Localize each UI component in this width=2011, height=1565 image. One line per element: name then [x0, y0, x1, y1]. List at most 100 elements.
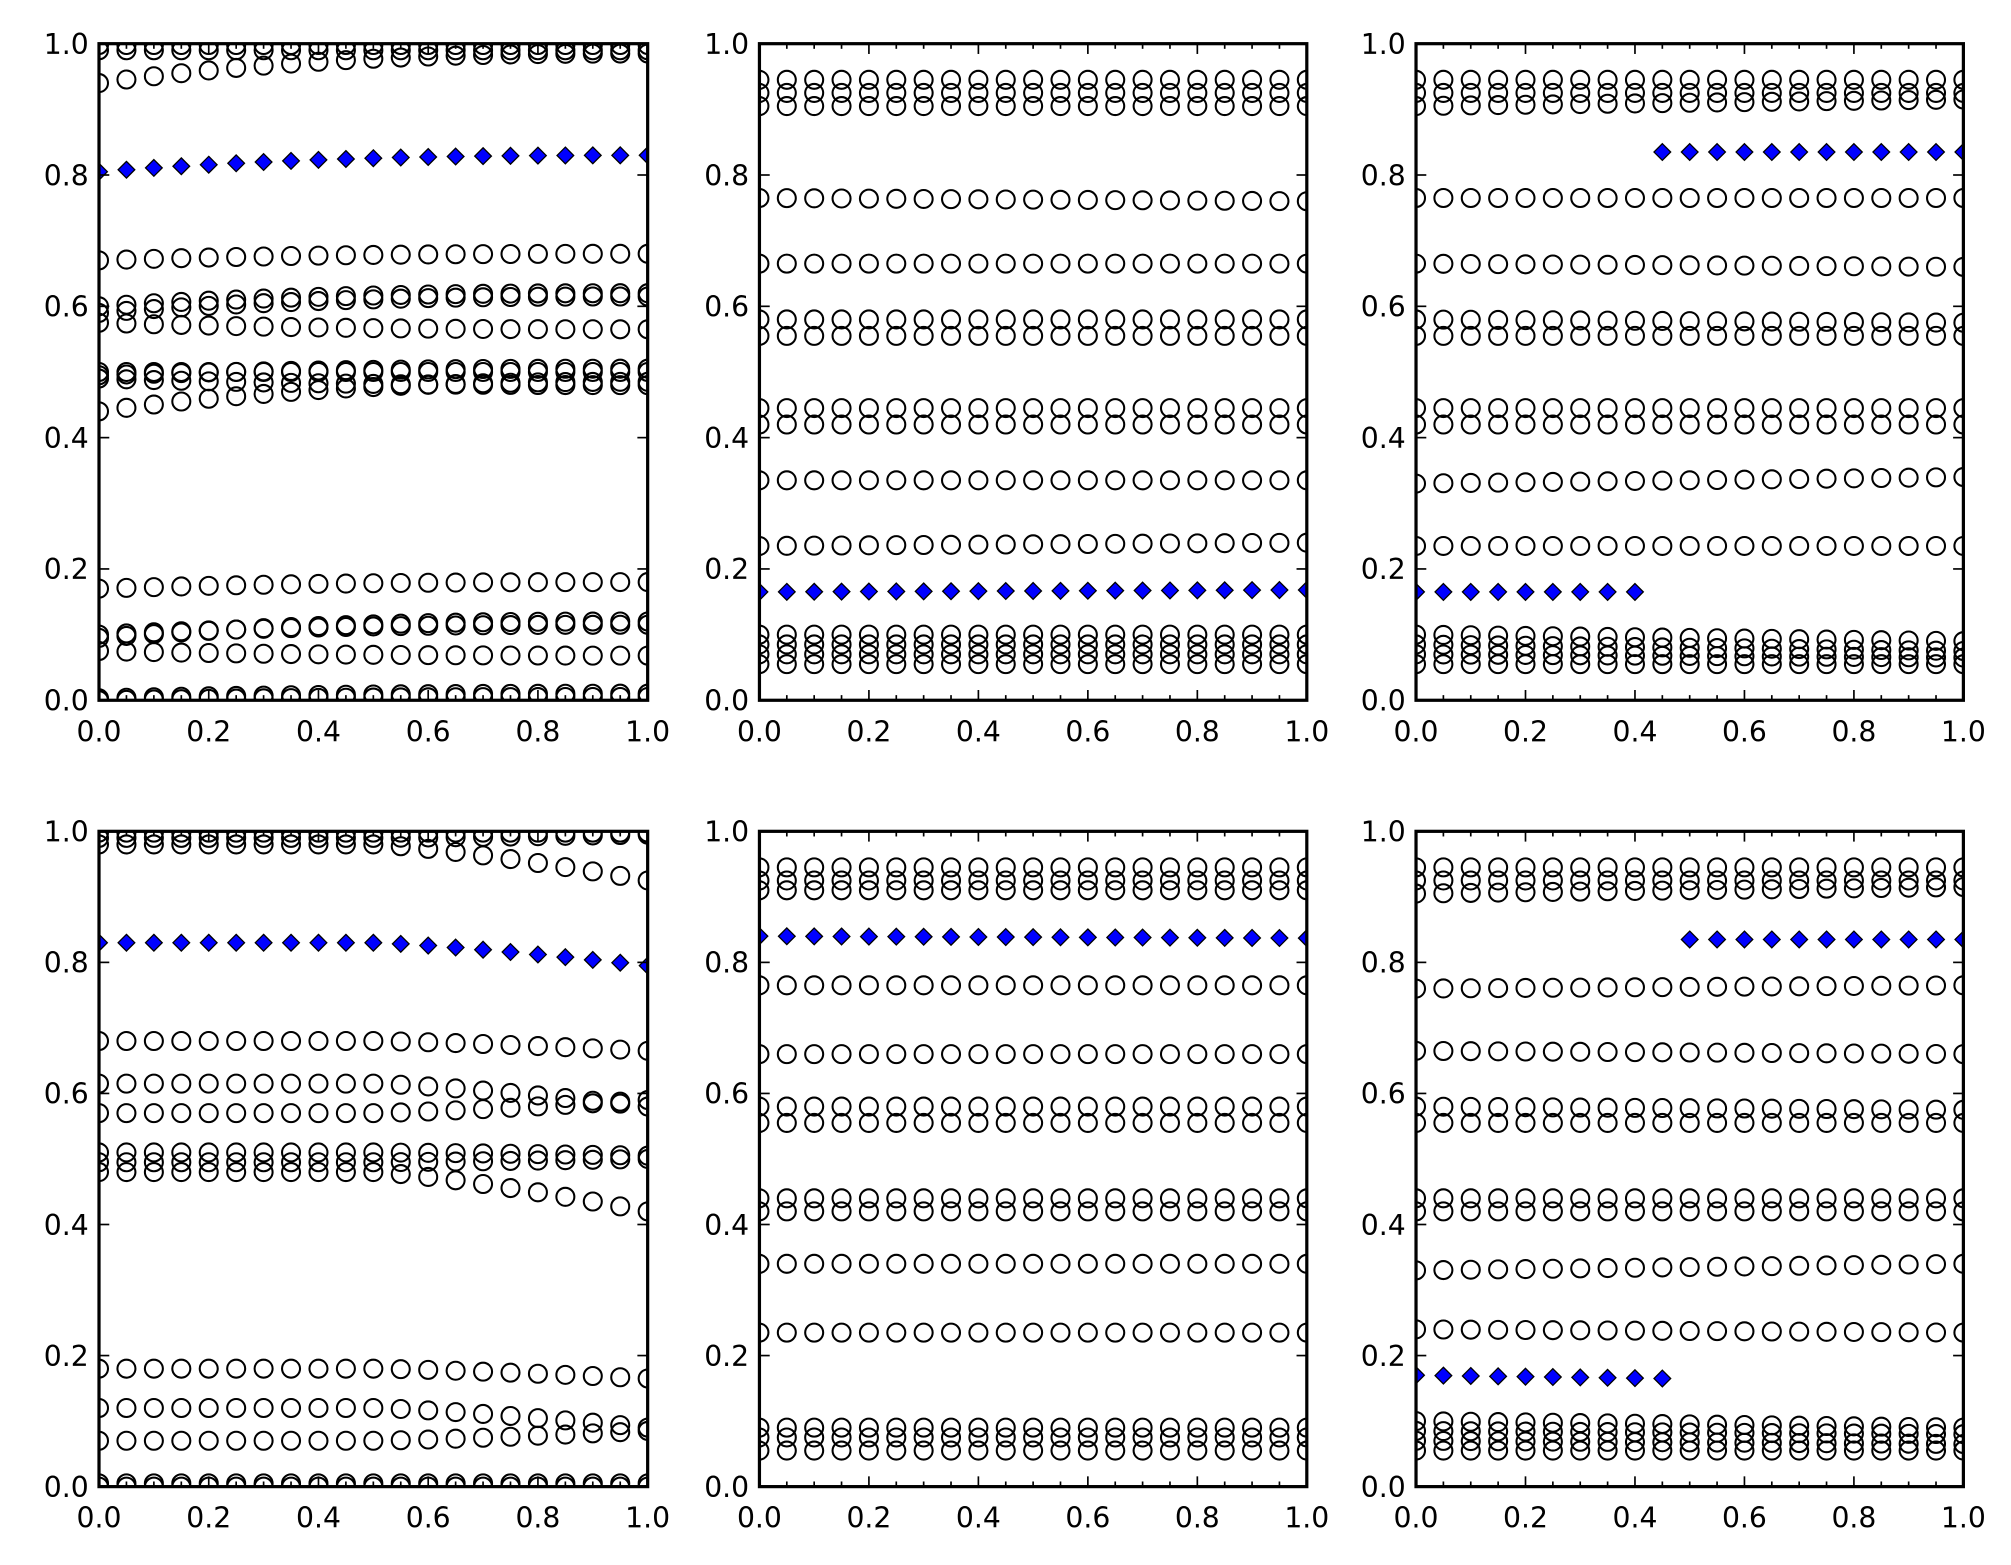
circle-point	[500, 358, 521, 379]
circle-point	[776, 188, 797, 209]
circle-point	[1488, 1201, 1509, 1222]
circle-point	[1734, 857, 1755, 878]
circle-point	[1898, 82, 1919, 103]
circle-point	[1542, 881, 1563, 902]
diamond-point	[1899, 930, 1918, 949]
circle-point	[858, 634, 879, 655]
circle-point	[1460, 625, 1481, 646]
circle-point	[1187, 1044, 1208, 1065]
circle-point	[473, 374, 494, 395]
circle-point	[804, 1440, 825, 1461]
circle-point	[1433, 1188, 1454, 1209]
circle-point	[1433, 398, 1454, 419]
circle-point	[995, 470, 1016, 491]
circle-point	[1077, 1201, 1098, 1222]
circle-point	[1816, 654, 1837, 675]
circle-point	[995, 398, 1016, 419]
circle-point	[1077, 398, 1098, 419]
circle-series-2	[99, 683, 648, 701]
circle-point	[1433, 1096, 1454, 1117]
circle-point	[1242, 414, 1263, 435]
circle-point	[1925, 877, 1947, 898]
circle-point	[308, 1358, 329, 1379]
circle-point	[1105, 533, 1126, 554]
circle-point	[1597, 881, 1618, 902]
circle-point	[1242, 398, 1263, 419]
circle-point	[1023, 414, 1044, 435]
circle-series-7	[1416, 1201, 1964, 1222]
circle-point	[1023, 1322, 1044, 1343]
circle-point	[500, 1034, 521, 1056]
circle-point	[1898, 1416, 1919, 1438]
circle-point	[610, 283, 631, 304]
diamond-point	[446, 938, 465, 957]
circle-point	[1077, 975, 1098, 996]
circle-point	[1023, 857, 1044, 878]
circle-point	[1570, 1112, 1591, 1133]
circle-point	[1679, 535, 1700, 556]
circle-point	[1159, 309, 1180, 330]
circle-point	[281, 574, 302, 595]
diamond-point	[309, 150, 328, 170]
circle-point	[1242, 634, 1263, 655]
circle-point	[363, 684, 384, 701]
circle-point	[1789, 976, 1810, 997]
circle-point	[1488, 535, 1509, 556]
circle-point	[335, 1142, 356, 1163]
circle-point	[473, 615, 494, 636]
circle-point	[1761, 1415, 1782, 1436]
circle-point	[473, 1403, 494, 1424]
circle-point	[1488, 1112, 1509, 1133]
circle-point	[1416, 644, 1427, 665]
circle-point	[831, 325, 852, 346]
circle-point	[363, 573, 384, 594]
circle-point	[759, 1112, 770, 1133]
circle-point	[1214, 634, 1235, 655]
circle-point	[940, 634, 962, 655]
circle-point	[1023, 634, 1044, 655]
circle-point	[995, 325, 1016, 346]
circle-point	[995, 96, 1016, 117]
circle-series-8	[759, 398, 1307, 419]
y-tick-label: 0.2	[1361, 1340, 1406, 1373]
circle-point	[968, 624, 989, 645]
circle-series-4	[1416, 624, 1964, 652]
circle-point	[582, 645, 603, 666]
circle-point	[1433, 1430, 1454, 1451]
circle-point	[1953, 535, 1964, 556]
circle-series-16	[99, 43, 648, 61]
circle-point	[1542, 977, 1563, 998]
circle-point	[1925, 1440, 1947, 1461]
circle-point	[1570, 398, 1591, 419]
circle-point	[1898, 1201, 1919, 1222]
circle-point	[335, 1162, 356, 1183]
circle-point	[1105, 1188, 1126, 1209]
circle-point	[1679, 1201, 1700, 1222]
circle-point	[500, 683, 521, 701]
circle-point	[1734, 398, 1755, 419]
circle-point	[555, 572, 576, 593]
circle-point	[198, 315, 219, 336]
circle-point	[226, 619, 247, 640]
circle-point	[1433, 634, 1454, 655]
circle-point	[335, 616, 356, 637]
circle-point	[1761, 1112, 1782, 1133]
circle-series-5	[1416, 1319, 1964, 1343]
circle-point	[226, 1430, 247, 1451]
circle-point	[281, 1142, 302, 1163]
circle-point	[1597, 1258, 1618, 1279]
circle-point	[99, 688, 110, 701]
x-tick-label: 1.0	[1284, 715, 1329, 748]
circle-point	[253, 293, 274, 314]
circle-point	[582, 683, 603, 701]
circle-point	[1159, 398, 1180, 419]
circle-point	[1488, 414, 1509, 435]
circle-point	[1542, 1421, 1563, 1442]
circle-point	[1433, 309, 1454, 330]
circle-series-2	[759, 1427, 1307, 1448]
circle-point	[637, 43, 648, 61]
circle-point	[1925, 640, 1947, 661]
circle-point	[1570, 471, 1591, 492]
circle-point	[886, 870, 907, 891]
circle-point	[1816, 629, 1837, 650]
